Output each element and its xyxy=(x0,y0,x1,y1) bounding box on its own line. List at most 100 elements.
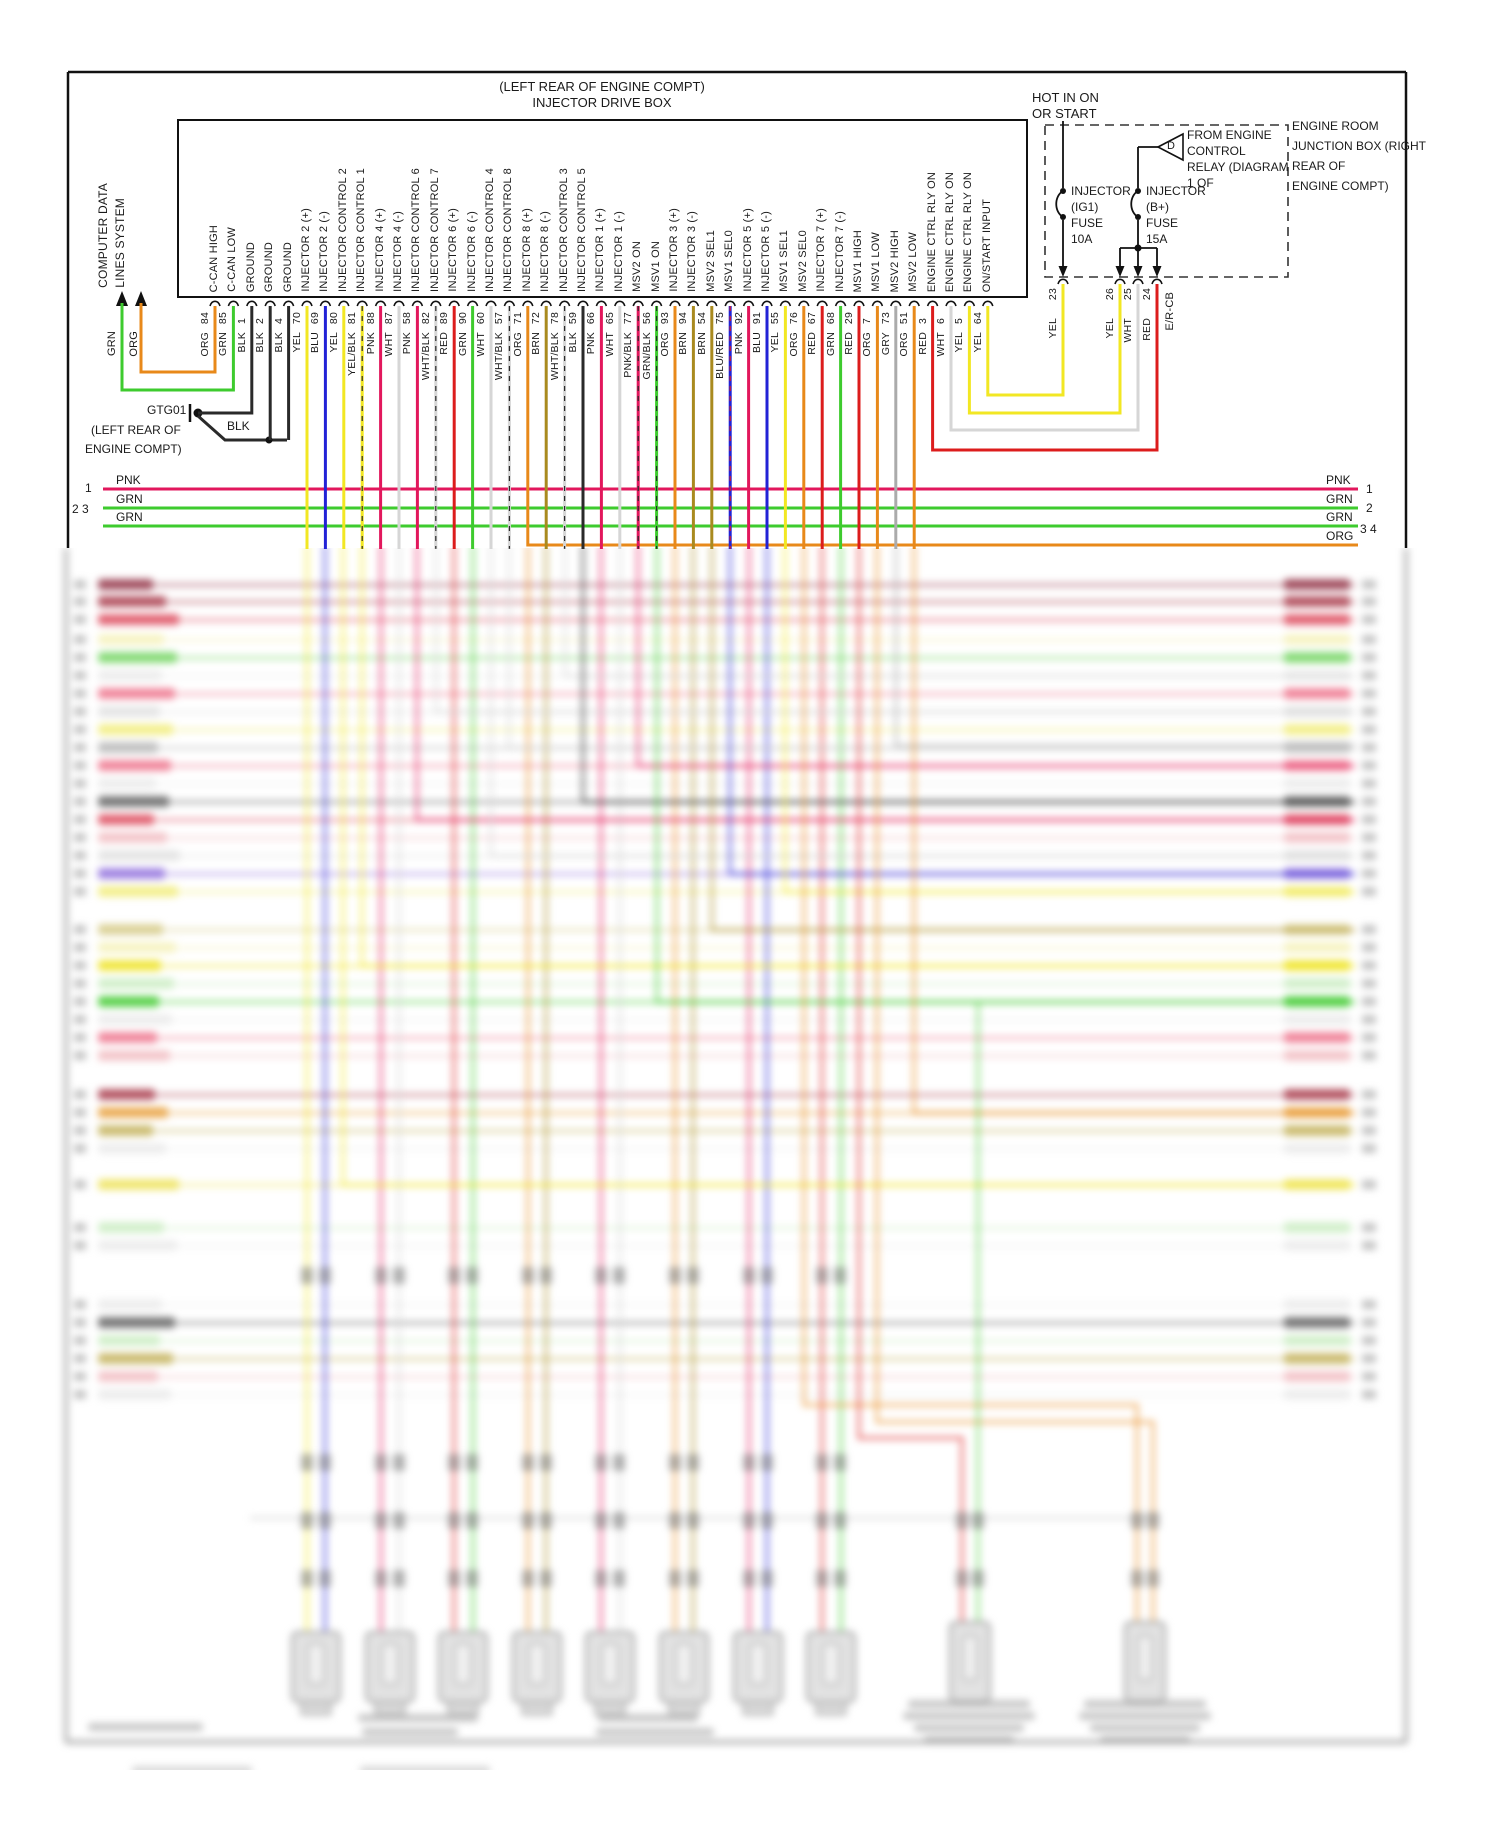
pin-arc xyxy=(798,300,810,307)
blur-left-label xyxy=(98,670,162,681)
pin-arc xyxy=(209,300,221,307)
blur-connector-mark xyxy=(816,1454,828,1471)
pin-number: 57 xyxy=(493,311,506,324)
blur-footnote-text xyxy=(132,1766,252,1770)
blur-connector-mark xyxy=(834,1512,846,1529)
pin-arc xyxy=(650,300,663,307)
blur-right-number xyxy=(1362,1180,1376,1189)
blur-connector-mark xyxy=(956,1512,968,1529)
blur-left-label xyxy=(98,614,179,625)
blur-connector-mark xyxy=(1147,1512,1159,1529)
blur-connector-mark xyxy=(448,1267,460,1284)
pin-label: INJECTOR 1 (+) xyxy=(594,208,607,292)
blur-left-label xyxy=(98,1240,177,1251)
pin-label: INJECTOR CONTROL 2 xyxy=(336,167,349,292)
ground-location-line2: ENGINE COMPT) xyxy=(85,442,182,456)
pin-color-label: YEL xyxy=(327,332,340,353)
pin-label: INJECTOR 6 (-) xyxy=(465,211,478,292)
junction-box-note-line4: ENGINE COMPT) xyxy=(1292,179,1389,193)
blur-caption-text xyxy=(598,1714,698,1722)
blurred-wiring-svg xyxy=(64,548,1408,1770)
blur-connector-mark xyxy=(687,1512,699,1529)
pin-label: MSV2 HIGH xyxy=(888,229,901,292)
blur-connector-mark xyxy=(319,1570,331,1587)
pin-label: MSV2 ON xyxy=(631,241,644,292)
blur-right-label xyxy=(1284,1299,1350,1310)
blur-injector-core xyxy=(454,1643,472,1685)
blur-left-label xyxy=(98,1107,168,1118)
junction-pin-color-label: YEL xyxy=(1104,318,1116,339)
pin-number: 64 xyxy=(971,311,984,324)
bus-row1-color-left: PNK xyxy=(116,473,141,487)
can-wire-color-grn: GRN xyxy=(106,331,118,357)
pin-color-label: BLK xyxy=(235,332,248,353)
pin-arc xyxy=(246,300,258,307)
blur-injector-core xyxy=(749,1643,767,1685)
pin-number: 7 xyxy=(861,317,874,324)
blur-connector-mark xyxy=(834,1570,846,1587)
blur-left-label xyxy=(98,688,175,699)
blur-connector-mark xyxy=(743,1454,755,1471)
bus-rows23-num-left: 2 3 xyxy=(72,502,89,516)
blur-connector-mark xyxy=(393,1570,405,1587)
pin-number: 66 xyxy=(585,311,598,324)
relay-triangle-icon xyxy=(1156,132,1184,162)
pin-label: INJECTOR 8 (+) xyxy=(520,208,533,292)
pin-arc xyxy=(448,300,460,307)
pin-number: 68 xyxy=(824,311,837,324)
blur-left-number xyxy=(74,707,86,716)
blur-right-label xyxy=(1284,1050,1350,1061)
blur-control-wire xyxy=(710,548,1355,932)
blur-control-wire xyxy=(563,548,1355,678)
pin-color-label: YEL xyxy=(769,332,782,353)
pin-arc xyxy=(485,300,497,307)
pin-arc xyxy=(522,300,534,307)
blur-left-number xyxy=(74,961,86,970)
blur-connector-mark xyxy=(743,1570,755,1587)
blur-left-label xyxy=(98,1335,160,1346)
pin-number: 29 xyxy=(843,311,855,324)
blur-left-label xyxy=(98,850,180,861)
pin-arc xyxy=(319,300,332,307)
blur-injector-tab xyxy=(668,1701,700,1716)
pin-color-label: RED xyxy=(438,332,451,355)
blur-sensor-core xyxy=(1137,1635,1153,1681)
blur-right-number xyxy=(1362,779,1376,788)
blur-right-label xyxy=(1284,634,1350,645)
blur-control-wire xyxy=(636,548,1355,768)
blur-right-number xyxy=(1362,851,1376,860)
blur-connector-mark xyxy=(669,1267,681,1284)
blur-right-label xyxy=(1284,579,1350,590)
pin-arc xyxy=(779,300,792,307)
blur-right-label xyxy=(1284,1240,1350,1251)
blur-connector-mark xyxy=(522,1512,534,1529)
pin-arc xyxy=(982,300,994,307)
pin-color-label: BLU/RED xyxy=(714,332,727,379)
pin-label: INJECTOR CONTROL 1 xyxy=(355,167,368,292)
blur-right-number xyxy=(1362,1241,1376,1250)
pin-arc xyxy=(963,300,976,307)
blur-connector-mark xyxy=(375,1512,387,1529)
junction-pin-arc xyxy=(1132,278,1144,285)
pin-number: 84 xyxy=(199,311,211,324)
blur-right-number xyxy=(1362,1390,1376,1399)
junction-pin-arc xyxy=(1114,278,1126,285)
pin-number: 59 xyxy=(567,311,579,324)
blur-control-wire xyxy=(912,548,1355,1115)
blur-connector-mark xyxy=(375,1267,387,1284)
pin-color-label: ORG xyxy=(511,332,524,357)
blur-connector-mark xyxy=(301,1512,313,1529)
pin-arc xyxy=(687,300,700,307)
blur-right-number xyxy=(1362,761,1376,770)
pin-number: 54 xyxy=(695,311,708,324)
blur-left-number xyxy=(74,580,86,589)
blur-right-number xyxy=(1362,997,1376,1006)
blur-left-number xyxy=(74,979,86,988)
blur-connector-mark xyxy=(393,1512,405,1529)
pin-number: 3 xyxy=(916,317,929,324)
pin-color-label: ORG xyxy=(659,332,671,357)
injector-drive-box xyxy=(177,119,1028,298)
pin-color-label: ORG xyxy=(861,332,874,357)
bus-row3-color-left: GRN xyxy=(116,510,143,524)
pin-arc xyxy=(558,300,571,307)
